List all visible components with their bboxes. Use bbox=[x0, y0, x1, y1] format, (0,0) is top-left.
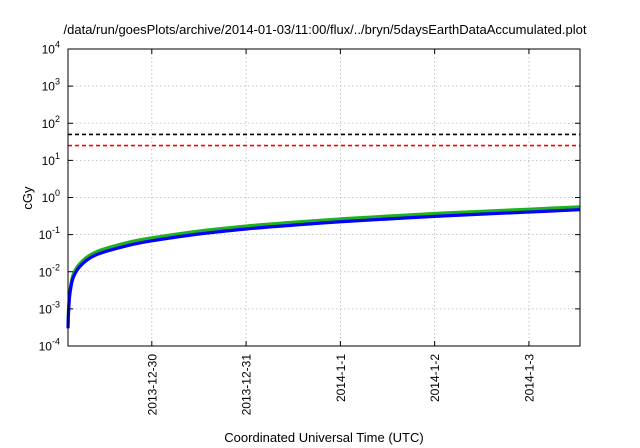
y-tick-label: 104 bbox=[42, 40, 60, 57]
grid bbox=[68, 49, 580, 346]
x-tick-label: 2014-1-1 bbox=[334, 354, 348, 402]
series-line-2 bbox=[66, 208, 581, 329]
x-tick-label: 2014-1-3 bbox=[522, 354, 536, 402]
y-tick-label: 100 bbox=[42, 188, 60, 205]
series-layer bbox=[66, 133, 581, 329]
x-tick-labels: 2013-12-30 2013-12-31 2014-1-1 2014-1-2 2014… bbox=[145, 354, 536, 416]
y-tick-label: 10-2 bbox=[39, 262, 60, 279]
y-tick-label: 10-1 bbox=[39, 225, 60, 242]
x-axis-title: Coordinated Universal Time (UTC) bbox=[224, 430, 423, 445]
y-axis-title: cGy bbox=[20, 186, 35, 210]
x-tick-label: 2013-12-31 bbox=[240, 354, 254, 416]
y-tick-label: 102 bbox=[42, 114, 60, 131]
y-tick-label: 10-3 bbox=[39, 299, 60, 316]
ticks bbox=[68, 48, 580, 347]
chart-title: /data/run/goesPlots/archive/2014-01-03/1… bbox=[64, 22, 587, 37]
y-tick-label: 10-4 bbox=[39, 337, 60, 354]
y-tick-label: 101 bbox=[42, 151, 60, 168]
y-tick-label: 103 bbox=[42, 77, 60, 94]
x-tick-label: 2014-1-2 bbox=[428, 354, 442, 402]
x-tick-label: 2013-12-30 bbox=[145, 354, 159, 416]
y-tick-labels: 10-4 10-3 10-2 10-1 100 101 102 103 104 bbox=[39, 40, 60, 354]
